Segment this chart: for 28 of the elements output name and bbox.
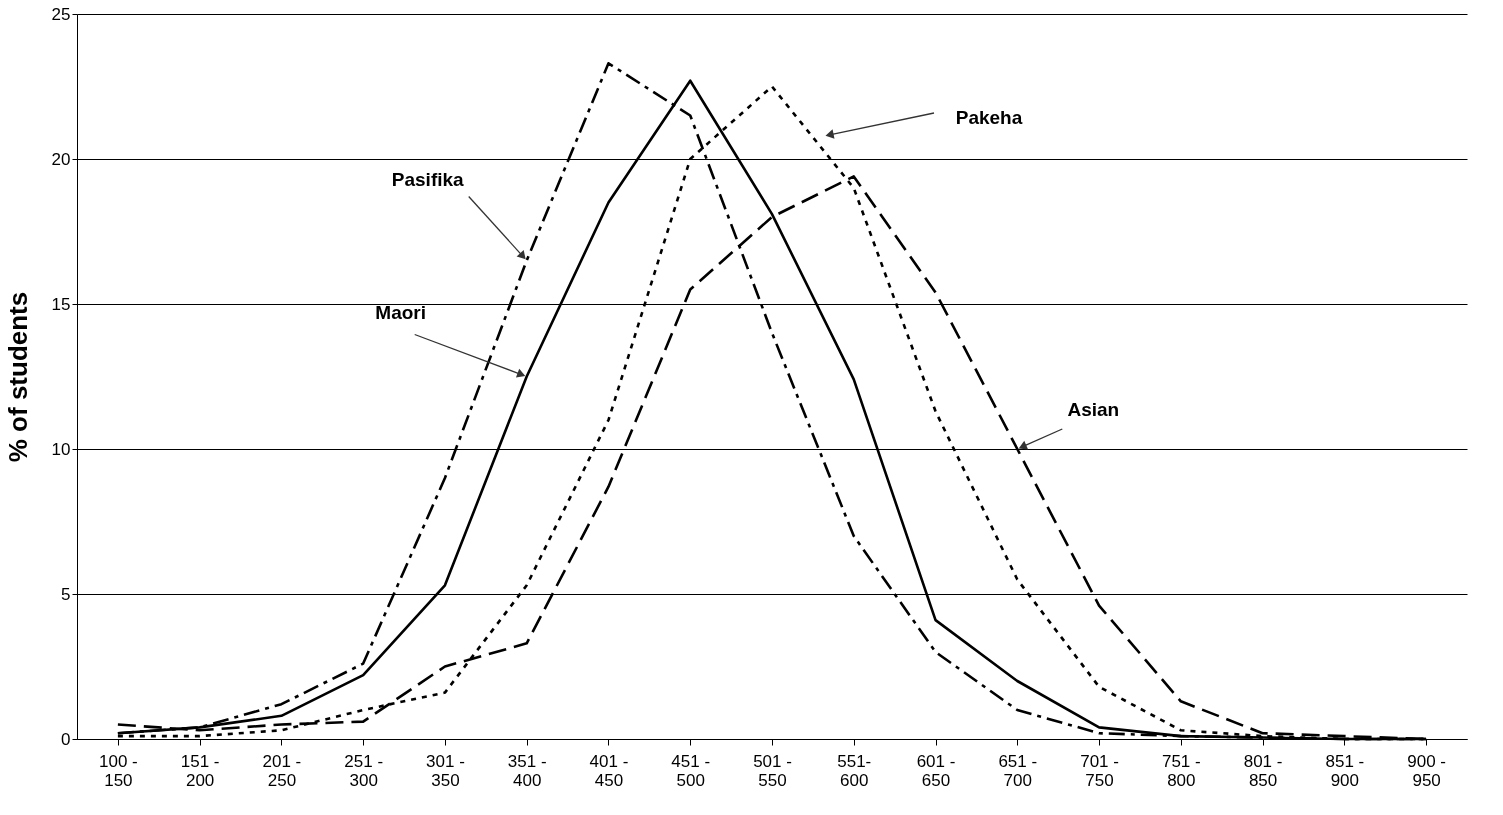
x-tick-label: 351 - 400 <box>507 751 547 790</box>
x-tick-label: 151 - 200 <box>180 751 220 790</box>
annotation: Pakeha <box>955 107 1023 128</box>
x-tick-label: 651 - 700 <box>998 751 1038 790</box>
y-tick-label: 15 <box>51 294 71 314</box>
x-tick-label: 701 - 750 <box>1080 751 1119 790</box>
x-tick-label: 501 - 550 <box>753 751 792 790</box>
annotation: Pasifika <box>391 168 465 190</box>
y-tick-label: 25 <box>51 4 71 24</box>
annotation: Asian <box>1067 399 1120 420</box>
y-tick-label: 5 <box>61 584 71 604</box>
x-tick-label: 900 - 950 <box>1407 751 1446 790</box>
x-tick-label: 201 - 250 <box>262 751 302 790</box>
x-tick-label: 851 - 900 <box>1325 751 1365 790</box>
x-tick-label: 451 - 500 <box>671 751 711 790</box>
y-tick-label: 10 <box>51 439 71 459</box>
y-tick-label: 0 <box>61 729 71 749</box>
annotation: Maori <box>375 301 427 323</box>
y-tick-label: 20 <box>51 149 71 169</box>
x-tick-label: 301 - 350 <box>426 751 465 790</box>
x-tick-label: 100 - 150 <box>99 751 138 790</box>
x-tick-label: 601 - 650 <box>916 751 956 790</box>
x-tick-label: 801 - 850 <box>1243 751 1283 790</box>
x-tick-label: 751 - 800 <box>1161 751 1201 790</box>
x-tick-label: 401 - 450 <box>589 751 629 790</box>
y-axis-title: % of students <box>2 291 33 463</box>
x-tick-label: 251 - 300 <box>344 751 384 790</box>
x-tick-label: 551-600 <box>837 751 872 790</box>
